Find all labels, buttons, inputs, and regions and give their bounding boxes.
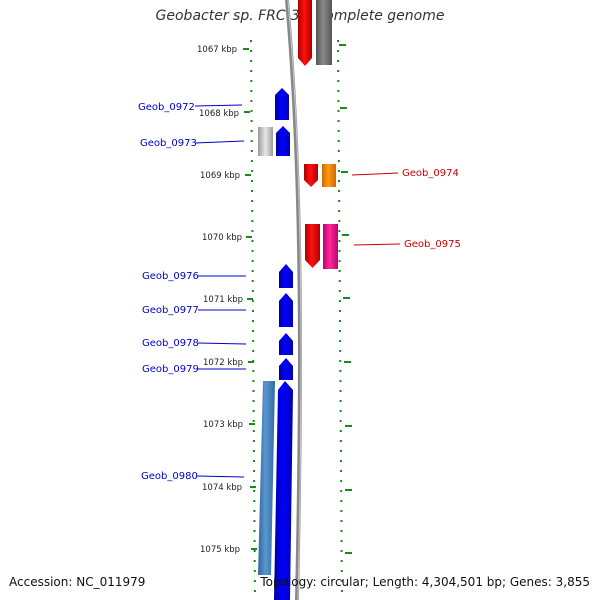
left-axis-rail (250, 39, 256, 600)
kbp-label-1072: 1072 kbp (203, 358, 243, 368)
gene-arrow-geob-0975[interactable] (305, 224, 320, 268)
gene-label-geob-0973[interactable]: Geob_0973 (140, 138, 197, 149)
gene-arrow-geob-0972[interactable] (275, 88, 289, 120)
gene-arrow-geob-0979[interactable] (279, 358, 293, 380)
gene-arrow-geob-0978[interactable] (279, 333, 293, 355)
kbp-label-1069: 1069 kbp (200, 171, 240, 181)
gene-arrow-geob-0977[interactable] (279, 293, 293, 327)
gene-label-geob-0975[interactable]: Geob_0975 (404, 239, 461, 250)
gene-label-geob-0972[interactable]: Geob_0972 (138, 102, 195, 113)
gene-label-geob-0978[interactable]: Geob_0978 (142, 338, 199, 349)
gene-label-geob-0976[interactable]: Geob_0976 (142, 271, 199, 282)
kbp-label-1073: 1073 kbp (203, 420, 243, 430)
gene-block-geob-0975-rna[interactable] (323, 224, 338, 269)
axis-ticks (243, 44, 352, 554)
kbp-label-1074: 1074 kbp (202, 483, 242, 493)
gene-label-geob-0979[interactable]: Geob_0979 (142, 364, 199, 375)
chromosome-backbone (285, 0, 302, 600)
gene-arrow-geob-0974[interactable] (304, 164, 318, 187)
gene-arrow-geob-0976[interactable] (279, 264, 293, 288)
label-leader-lines (194, 104, 401, 478)
gene-arrow-geob-0973[interactable] (276, 126, 290, 156)
kbp-label-1075: 1075 kbp (200, 545, 240, 555)
right-axis-rail (337, 39, 343, 600)
accession-text: Accession: NC_011979 (9, 575, 146, 589)
gene-label-geob-0974[interactable]: Geob_0974 (402, 168, 459, 179)
gene-arrow-red-top[interactable] (298, 0, 312, 66)
gene-label-geob-0977[interactable]: Geob_0977 (142, 305, 199, 316)
gene-label-geob-0980[interactable]: Geob_0980 (141, 471, 198, 482)
kbp-label-1070: 1070 kbp (202, 233, 242, 243)
kbp-label-1068: 1068 kbp (199, 109, 239, 119)
kbp-label-1067: 1067 kbp (197, 45, 237, 55)
gene-arrow-geob-0980[interactable] (274, 381, 293, 600)
kbp-label-1071: 1071 kbp (203, 295, 243, 305)
genome-summary-text: Topology: circular; Length: 4,304,501 bp… (260, 575, 590, 589)
gene-arrow-gray-top[interactable] (316, 0, 332, 65)
gene-block-geob-0973-pseudo[interactable] (258, 127, 273, 156)
gene-block-geob-0980-alt[interactable] (258, 381, 275, 575)
gene-block-geob-0974-rna[interactable] (322, 164, 336, 187)
